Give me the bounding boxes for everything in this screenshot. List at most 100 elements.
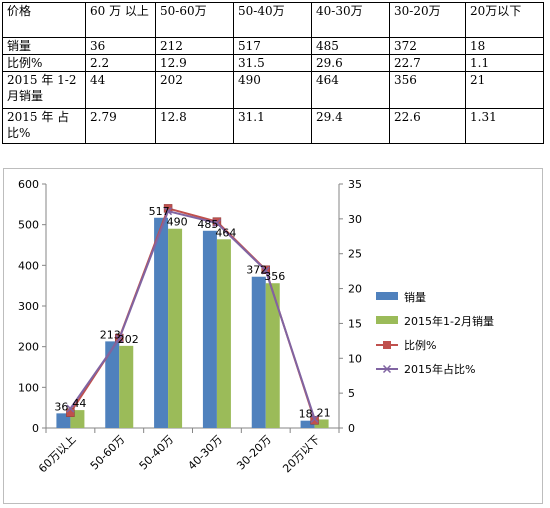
ratio-2015-line xyxy=(69,210,316,420)
x-tick-label: 60万以上 xyxy=(36,433,78,475)
table-cell: 21 xyxy=(465,71,544,109)
legend-label: 销量 xyxy=(404,290,426,304)
chart-container: 0 100 200 300 400 500 600 0 5 10 15 20 25 30 35 60万以上 50… xyxy=(3,168,543,504)
bar-sales-2015 xyxy=(265,283,280,428)
left-tick-label: 600 xyxy=(18,178,39,191)
table-cell: 22.7 xyxy=(389,54,466,72)
bar-sales xyxy=(105,341,120,428)
bar-data-label: 18 xyxy=(299,408,313,421)
legend-marker xyxy=(382,364,392,374)
bar-data-label: 44 xyxy=(72,397,86,410)
table-cell: 29.4 xyxy=(311,108,390,144)
bar-sales xyxy=(251,276,266,428)
table-row: 销量 36 212 517 485 372 18 xyxy=(2,37,544,55)
left-tick-label: 400 xyxy=(18,259,39,272)
bar-sales xyxy=(56,413,71,428)
table-cell: 517 xyxy=(233,37,312,55)
table-cell: 60 万 以上 xyxy=(85,2,156,38)
table-cell: 31.5 xyxy=(233,54,312,72)
right-tick-label: 15 xyxy=(348,317,362,330)
ratio-2015-marker xyxy=(261,266,270,275)
table-cell: 36 xyxy=(85,37,156,55)
row-label-cell: 比例% xyxy=(2,54,86,72)
bar-sales xyxy=(154,217,169,428)
table-cell: 1.1 xyxy=(465,54,544,72)
table-row: 2015 年 占 比% 2.79 12.8 31.1 29.4 22.6 1.31 xyxy=(2,108,544,144)
ratio-2015-marker xyxy=(164,207,173,216)
table-cell: 2.79 xyxy=(85,108,156,144)
table-cell: 12.9 xyxy=(155,54,234,72)
legend-label: 比例% xyxy=(404,338,436,352)
ratio-2015-marker xyxy=(115,334,124,343)
row-label-cell: 价格 xyxy=(2,2,86,38)
right-tick-label: 10 xyxy=(348,352,362,365)
bar-data-label: 490 xyxy=(167,216,188,229)
table-cell: 356 xyxy=(389,71,466,109)
table-cell: 31.1 xyxy=(233,108,312,144)
table-row: 2015 年 1-2 月销量 44 202 490 464 356 21 xyxy=(2,71,544,109)
table-cell: 29.6 xyxy=(311,54,390,72)
left-tick-label: 100 xyxy=(18,381,39,394)
ratio-2015-marker xyxy=(212,219,221,228)
row-label-cell: 2015 年 1-2 月销量 xyxy=(2,71,86,109)
data-table: 价格 60 万 以上 50-60万 50-40万 40-30万 30-20万 20万以下 销量… xyxy=(2,2,544,144)
x-tick-label: 40-30万 xyxy=(185,433,225,473)
right-tick-label: 35 xyxy=(348,178,362,191)
table-cell: 212 xyxy=(155,37,234,55)
bar-data-label: 36 xyxy=(54,400,68,413)
table-cell: 1.31 xyxy=(465,108,544,144)
bar-data-label: 213 xyxy=(100,328,121,341)
bar-data-label: 21 xyxy=(317,406,331,419)
ratio-2015-marker xyxy=(310,414,319,423)
right-tick-label: 0 xyxy=(348,422,355,435)
bar-data-label: 372 xyxy=(246,264,267,277)
right-tick-label: 30 xyxy=(348,213,362,226)
table-cell: 50-60万 xyxy=(155,2,234,38)
table-cell: 2.2 xyxy=(85,54,156,72)
bar-sales xyxy=(202,230,217,428)
row-label-cell: 销量 xyxy=(2,37,86,55)
left-tick-label: 0 xyxy=(32,422,39,435)
legend-swatch xyxy=(376,316,398,324)
left-tick-label: 200 xyxy=(18,341,39,354)
table-cell: 44 xyxy=(85,71,156,109)
table-cell: 202 xyxy=(155,71,234,109)
x-tick-label: 20万以下 xyxy=(280,433,322,475)
legend-marker xyxy=(383,341,391,349)
table-cell: 372 xyxy=(389,37,466,55)
bar-data-label: 202 xyxy=(118,333,139,346)
left-tick-label: 300 xyxy=(18,300,39,313)
table-cell: 12.8 xyxy=(155,108,234,144)
bar-data-label: 356 xyxy=(264,270,285,283)
left-tick-label: 500 xyxy=(18,219,39,232)
table-cell: 50-40万 xyxy=(233,2,312,38)
bar-data-label: 485 xyxy=(197,218,218,231)
bar-sales-2015 xyxy=(216,239,231,428)
row-label-cell: 2015 年 占 比% xyxy=(2,108,86,144)
table-cell: 22.6 xyxy=(389,108,466,144)
table-cell: 18 xyxy=(465,37,544,55)
x-tick-label: 30-20万 xyxy=(234,433,274,473)
bar-sales-2015 xyxy=(314,419,329,428)
table-cell: 490 xyxy=(233,71,312,109)
right-tick-label: 20 xyxy=(348,283,362,296)
bar-sales xyxy=(300,420,315,428)
table-cell: 40-30万 xyxy=(311,2,390,38)
right-tick-label: 5 xyxy=(348,387,355,400)
bar-data-label: 517 xyxy=(149,205,170,218)
bar-sales-2015 xyxy=(119,345,134,428)
table-cell: 20万以下 xyxy=(465,2,544,38)
x-tick-label: 50-40万 xyxy=(137,433,177,473)
table-header-row: 价格 60 万 以上 50-60万 50-40万 40-30万 30-20万 20万以下 xyxy=(2,2,544,38)
right-tick-label: 25 xyxy=(348,248,362,261)
ratio-2015-marker xyxy=(66,404,75,413)
legend-swatch xyxy=(376,292,398,300)
legend-label: 2015年占比% xyxy=(404,362,475,376)
table-cell: 485 xyxy=(311,37,390,55)
table-cell: 30-20万 xyxy=(389,2,466,38)
legend-label: 2015年1-2月销量 xyxy=(404,314,494,328)
bar-data-label: 464 xyxy=(215,226,236,239)
x-tick-label: 50-60万 xyxy=(88,433,128,473)
bar-sales-2015 xyxy=(168,228,183,428)
